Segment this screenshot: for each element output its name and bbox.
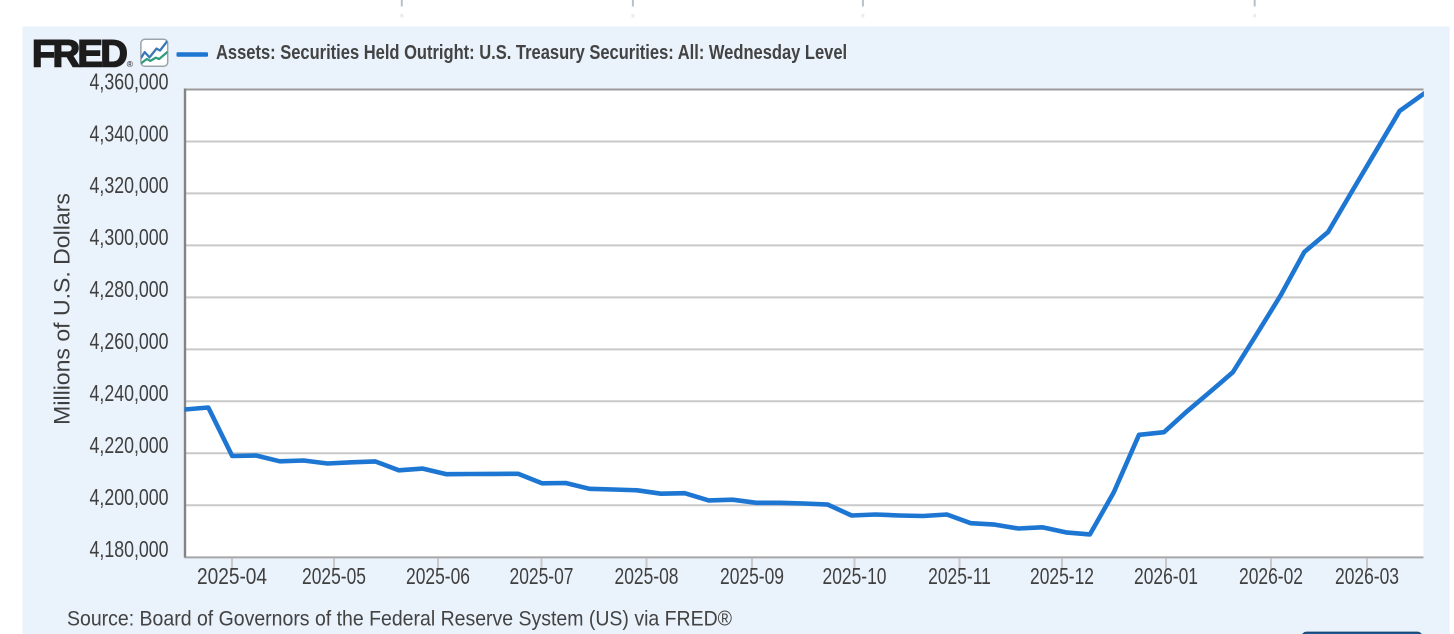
svg-text:2025-09: 2025-09 — [720, 565, 784, 590]
svg-text:4,260,000: 4,260,000 — [90, 329, 169, 355]
svg-text:4,240,000: 4,240,000 — [90, 381, 169, 407]
svg-text:4,180,000: 4,180,000 — [90, 537, 169, 563]
svg-text:Assets: Securities Held Outrig: Assets: Securities Held Outright: U.S. T… — [216, 41, 847, 64]
svg-text:2025-07: 2025-07 — [510, 565, 574, 590]
svg-text:2025-08: 2025-08 — [615, 565, 679, 590]
svg-text:2026-02: 2026-02 — [1239, 565, 1303, 590]
svg-text:4,220,000: 4,220,000 — [90, 433, 169, 459]
svg-text:2025-04: 2025-04 — [197, 564, 267, 589]
svg-text:4,320,000: 4,320,000 — [90, 173, 169, 199]
svg-text:4,300,000: 4,300,000 — [90, 225, 169, 251]
svg-text:Millions of U.S. Dollars: Millions of U.S. Dollars — [50, 193, 74, 425]
svg-text:Source: Board of Governors of: Source: Board of Governors of the Federa… — [67, 608, 732, 631]
svg-text:2025-12: 2025-12 — [1030, 565, 1094, 590]
svg-text:2026-03: 2026-03 — [1335, 565, 1399, 590]
svg-text:4,360,000: 4,360,000 — [90, 69, 169, 95]
svg-text:2025-06: 2025-06 — [406, 565, 470, 590]
svg-text:2025-10: 2025-10 — [823, 565, 887, 590]
svg-text:4,200,000: 4,200,000 — [90, 485, 169, 511]
svg-text:FRED: FRED — [32, 33, 126, 75]
svg-text:2025-11: 2025-11 — [928, 565, 991, 590]
svg-text:®: ® — [127, 59, 134, 69]
svg-text:2025-05: 2025-05 — [302, 565, 366, 590]
svg-text:4,340,000: 4,340,000 — [90, 121, 169, 147]
svg-text:4,280,000: 4,280,000 — [90, 277, 169, 303]
svg-text:2026-01: 2026-01 — [1134, 565, 1198, 590]
